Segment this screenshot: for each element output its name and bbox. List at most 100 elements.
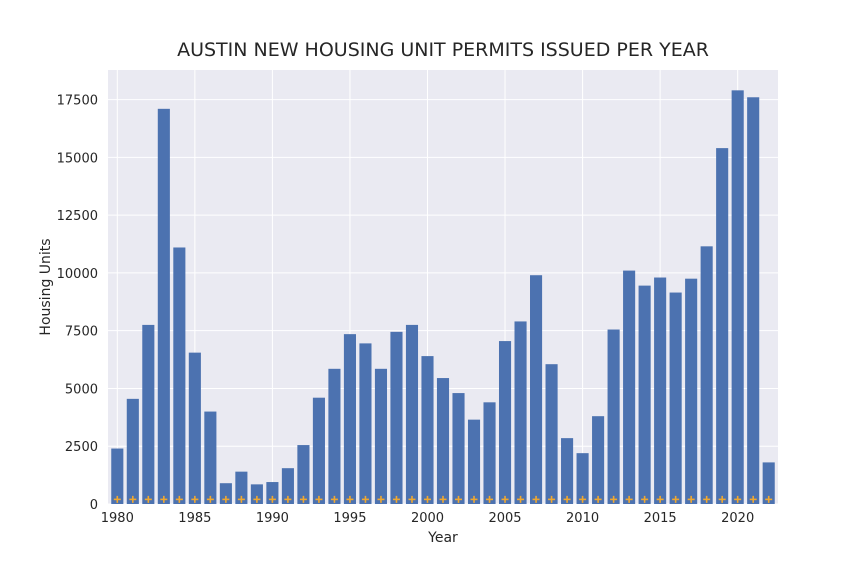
marker-1988 — [237, 495, 245, 503]
bar-2014 — [638, 285, 651, 504]
marker-1997 — [377, 495, 385, 503]
y-tick-label: 17500 — [57, 94, 98, 109]
marker-2014 — [641, 495, 649, 503]
bar-1985 — [188, 352, 201, 504]
bar-2016 — [669, 292, 682, 504]
bar-1993 — [312, 397, 325, 504]
marker-2013 — [625, 495, 633, 503]
x-axis-label: Year — [427, 530, 458, 546]
bar-1996 — [359, 343, 372, 504]
marker-1994 — [330, 495, 338, 503]
marker-1986 — [206, 495, 214, 503]
bar-1994 — [328, 368, 341, 504]
marker-2000 — [423, 495, 431, 503]
bar-1995 — [343, 334, 356, 504]
marker-2007 — [532, 495, 540, 503]
bar-2018 — [700, 246, 713, 504]
marker-1984 — [175, 495, 183, 503]
y-tick-label: 0 — [90, 498, 98, 513]
bar-1983 — [157, 108, 170, 504]
y-axis-label: Housing Units — [38, 238, 54, 335]
marker-2021 — [749, 495, 757, 503]
bar-2019 — [716, 148, 729, 504]
bar-1988 — [235, 471, 248, 504]
marker-2019 — [718, 495, 726, 503]
marker-1981 — [129, 495, 137, 503]
bar-2020 — [731, 90, 744, 505]
bar-2000 — [421, 356, 434, 504]
bar-2011 — [592, 416, 605, 504]
bar-2003 — [467, 419, 481, 504]
marker-2009 — [563, 495, 571, 503]
marker-2010 — [579, 495, 587, 503]
y-tick-label: 7500 — [65, 325, 98, 340]
bar-1998 — [390, 331, 403, 504]
marker-2012 — [610, 495, 618, 503]
marker-1995 — [346, 495, 354, 503]
x-tick-label: 2000 — [411, 511, 444, 526]
bar-1999 — [405, 324, 419, 504]
bar-2013 — [623, 270, 636, 504]
y-tick-label: 2500 — [65, 440, 98, 455]
bar-1997 — [374, 368, 388, 504]
marker-1999 — [408, 495, 416, 503]
bars — [111, 90, 775, 505]
marker-2001 — [439, 495, 447, 503]
bar-2010 — [576, 453, 589, 504]
bar-1986 — [204, 411, 217, 504]
marker-1985 — [191, 495, 199, 503]
marker-2017 — [687, 495, 695, 503]
y-tick-label: 10000 — [57, 267, 98, 282]
bar-1990 — [266, 482, 279, 504]
marker-1993 — [315, 495, 323, 503]
y-tick-label: 5000 — [65, 382, 98, 397]
bar-1991 — [281, 468, 294, 504]
marker-2003 — [470, 495, 478, 503]
x-tick-label: 1980 — [101, 511, 134, 526]
marker-2015 — [656, 495, 664, 503]
x-tick-label: 2015 — [644, 511, 677, 526]
marker-1989 — [253, 495, 261, 503]
marker-2020 — [734, 495, 742, 503]
bar-2004 — [483, 402, 496, 504]
x-tick-labels: 1980 1985 1990 1995 2000 2005 2010 2015 2020 — [101, 511, 754, 526]
bar-1992 — [297, 445, 310, 504]
x-tick-label: 1995 — [333, 511, 366, 526]
marker-1992 — [299, 495, 307, 503]
y-tick-label: 15000 — [57, 151, 98, 166]
bar-2022 — [762, 462, 775, 504]
x-tick-label: 2010 — [566, 511, 599, 526]
marker-2002 — [455, 495, 463, 503]
x-tick-label: 1990 — [256, 511, 289, 526]
bar-2006 — [514, 321, 527, 504]
bar-1980 — [111, 448, 124, 504]
marker-2008 — [548, 495, 556, 503]
bar-2001 — [436, 378, 450, 504]
x-tick-label: 2005 — [488, 511, 521, 526]
bar-2007 — [530, 275, 543, 504]
bar-1984 — [173, 247, 186, 504]
bar-1981 — [126, 398, 139, 504]
bar-2008 — [545, 364, 558, 504]
marker-2006 — [517, 495, 525, 503]
chart-title: AUSTIN NEW HOUSING UNIT PERMITS ISSUED P… — [177, 39, 709, 61]
bar-2005 — [498, 341, 512, 504]
marker-1980 — [113, 495, 121, 503]
bar-2009 — [561, 438, 574, 504]
marker-2018 — [703, 495, 711, 503]
marker-1991 — [284, 495, 292, 503]
marker-1998 — [392, 495, 400, 503]
y-tick-labels: 0 2500 5000 7500 10000 12500 15000 17500 — [57, 94, 98, 513]
x-tick-label: 1985 — [178, 511, 211, 526]
marker-2004 — [486, 495, 494, 503]
bar-2002 — [452, 393, 465, 504]
marker-1987 — [222, 495, 230, 503]
marker-2011 — [594, 495, 602, 503]
x-tick-label: 2020 — [721, 511, 754, 526]
bar-2015 — [654, 277, 667, 504]
marker-1983 — [160, 495, 168, 503]
marker-2005 — [501, 495, 509, 503]
marker-2022 — [765, 495, 773, 503]
